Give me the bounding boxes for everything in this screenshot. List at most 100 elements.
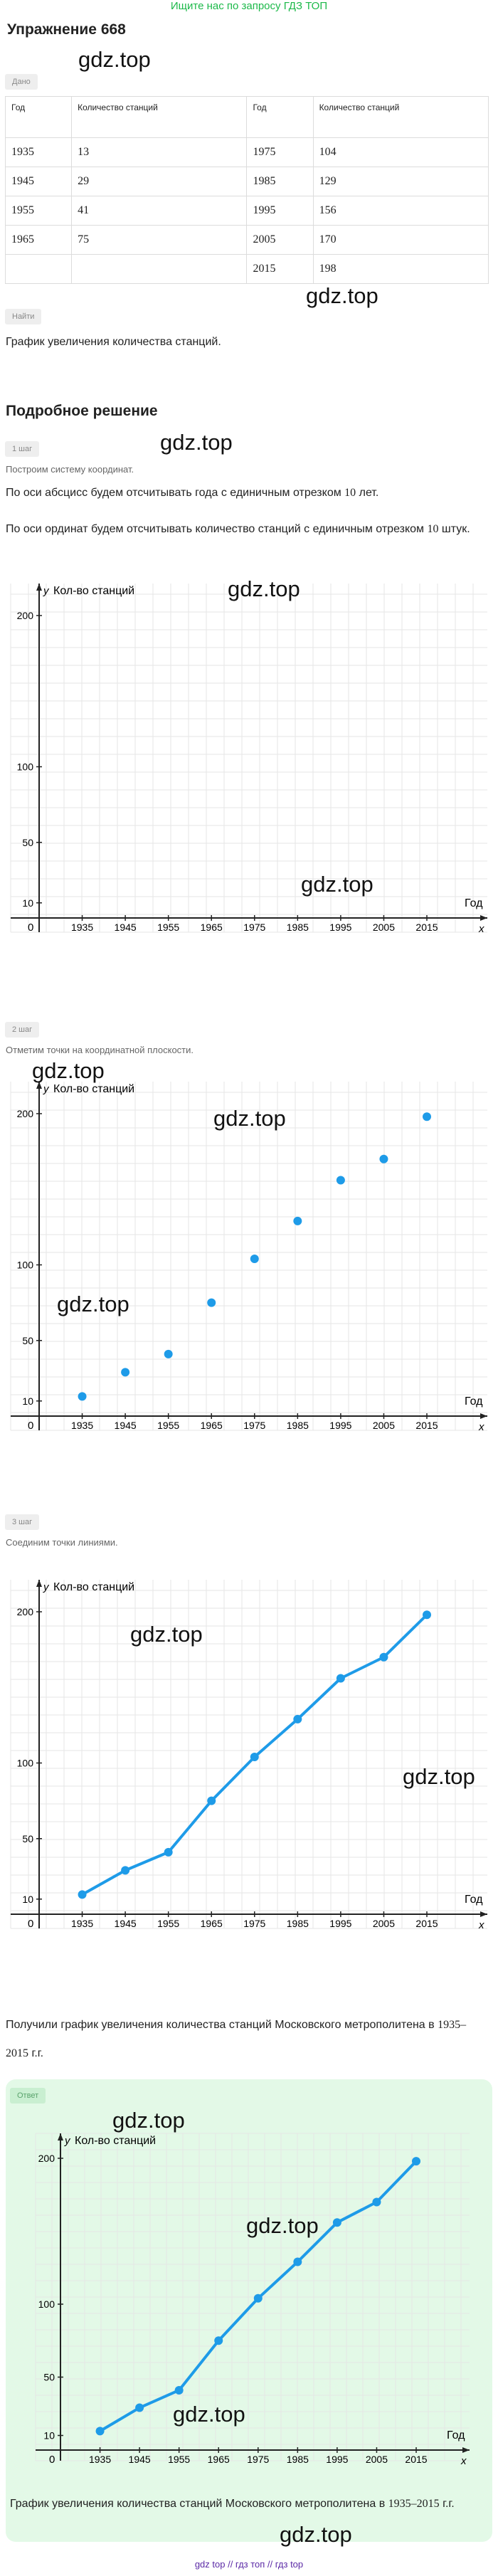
answer-tag: Ответ [10, 2088, 46, 2103]
x-tick-label: 1975 [243, 1420, 265, 1431]
y-axis-label: Кол-во станций [53, 585, 134, 597]
table-cell: 1995 [246, 196, 314, 226]
data-point [214, 2336, 223, 2345]
grid [35, 2133, 470, 2461]
chart-step3: 0 y Кол-во станций Год x 1935 1945 1955 1965 1975… [0, 1551, 498, 1950]
x-axis-letter: x [478, 923, 484, 935]
origin-label: 0 [28, 922, 33, 934]
watermark: gdz.top [32, 1058, 105, 1083]
x-tick-label: 1985 [287, 922, 309, 933]
x-axis-label: Год [465, 1395, 483, 1408]
data-point [336, 1176, 345, 1185]
x-tick-label: 1935 [71, 1918, 93, 1929]
table-row: 1935 13 1975 104 [4, 137, 489, 167]
y-tick-label: 50 [43, 2372, 55, 2383]
x-tick-label: 1965 [201, 922, 223, 933]
step1-tag: 1 шаг [5, 441, 40, 457]
y-tick-label: 10 [43, 2430, 55, 2442]
table-cell: 75 [71, 225, 248, 255]
text-part: По оси ординат будем отсчитывать количес… [6, 523, 428, 535]
x-tick-label: 1955 [157, 922, 179, 933]
data-point [95, 2427, 105, 2436]
chart-step2: 0 y Кол-во станций Год x 1935 1945 1955 1965 1975… [0, 1053, 498, 1452]
table-cell: 13 [71, 137, 248, 167]
x-tick-label: 1995 [326, 2454, 348, 2465]
data-point [78, 1392, 87, 1401]
y-tick-label: 50 [22, 1833, 33, 1844]
chart-points-svg: 0 y Кол-во станций Год x 1935 1945 1955 1965 1975… [10, 1082, 487, 1433]
find-text: График увеличения количества станций. [6, 336, 221, 348]
x-tick-label: 1995 [329, 1918, 351, 1929]
y-axis-arrow [58, 2133, 63, 2140]
y-axis-arrow [36, 1082, 42, 1089]
x-tick-label: 2015 [415, 1420, 438, 1431]
step1-paragraph-2: По оси ординат будем отсчитывать количес… [6, 519, 484, 539]
y-axis-letter: y [43, 1083, 50, 1095]
data-point [121, 1368, 130, 1377]
data-point [423, 1610, 431, 1620]
data-point [412, 2157, 420, 2166]
table-cell: 104 [312, 137, 489, 167]
chart-line-svg: 0 y Кол-во станций Год x 1935 1945 1955 1965 1975… [10, 1580, 487, 1931]
table-header: Количество станций [312, 96, 489, 138]
year-range: 1935–2015 [6, 2019, 467, 2059]
x-tick-label: 2015 [405, 2454, 427, 2465]
table-cell: 129 [312, 167, 489, 196]
chart-answer: 0 y Кол-во станций Год x 1935 1945 1955 1965 1975… [7, 2112, 491, 2489]
grid [10, 1082, 487, 1431]
x-tick-label: 1955 [168, 2454, 190, 2465]
x-tick-label: 1945 [129, 2454, 151, 2465]
x-tick-label: 1985 [287, 1420, 309, 1431]
watermark: gdz.top [301, 872, 374, 897]
grid [10, 1580, 487, 1929]
search-banner[interactable]: Ищите нас по запросу ГДЗ ТОП [170, 0, 328, 12]
table-cell: 1985 [246, 167, 314, 196]
x-tick-label: 2005 [366, 2454, 388, 2465]
origin-label: 0 [28, 1918, 33, 1930]
footer-links[interactable]: gdz top // гдз топ // гдз top [194, 2559, 304, 2570]
data-point [250, 1255, 259, 1263]
x-tick-label: 1985 [287, 1918, 309, 1929]
table-header: Год [246, 96, 314, 138]
y-axis-arrow [36, 1580, 42, 1587]
step2-subtitle: Отметим точки на координатной плоскости. [6, 1045, 194, 1055]
table-cell: 1965 [4, 225, 73, 255]
y-axis-letter: y [64, 2135, 71, 2147]
table-cell: 2015 [246, 254, 314, 284]
x-tick-label: 1945 [115, 1420, 137, 1431]
data-point [293, 1714, 302, 1724]
data-point [135, 2403, 144, 2412]
data-point [174, 2385, 184, 2395]
watermark: gdz.top [246, 2213, 319, 2238]
table-cell: 1955 [4, 196, 73, 226]
y-axis-label: Кол-во станций [53, 1581, 134, 1593]
data-point [253, 2293, 263, 2303]
solution-title: Подробное решение [6, 403, 158, 419]
x-tick-label: 1935 [71, 1420, 93, 1431]
y-axis-letter: y [43, 1581, 50, 1593]
y-tick-label: 50 [22, 837, 33, 848]
step1-subtitle: Построим систему координат. [6, 464, 134, 475]
y-axis-label: Кол-во станций [75, 2135, 156, 2147]
watermark: gdz.top [173, 2402, 245, 2427]
conclusion-text: Получили график увеличения количества ст… [6, 2011, 468, 2068]
data-point [164, 1847, 173, 1857]
table-cell: 1935 [4, 137, 73, 167]
x-tick-label: 1935 [89, 2454, 111, 2465]
watermark: gdz.top [403, 1764, 475, 1789]
y-tick-label: 100 [38, 2298, 55, 2310]
text-part: Получили график увеличения количества ст… [6, 2019, 438, 2031]
x-tick-label: 2005 [373, 1918, 395, 1929]
table-cell: 41 [71, 196, 248, 226]
y-tick-label: 50 [22, 1335, 33, 1346]
table-row: 1945 29 1985 129 [4, 167, 489, 196]
table-row: 2015 198 [4, 254, 489, 284]
watermark: gdz.top [228, 576, 300, 601]
table-header: Количество станций [71, 96, 248, 138]
table-cell: 156 [312, 196, 489, 226]
x-axis-arrow [480, 915, 487, 921]
x-tick-label: 1965 [201, 1918, 223, 1929]
table-row: 1955 41 1995 156 [4, 196, 489, 226]
x-tick-label: 1975 [243, 1918, 265, 1929]
data-point [336, 1674, 345, 1683]
